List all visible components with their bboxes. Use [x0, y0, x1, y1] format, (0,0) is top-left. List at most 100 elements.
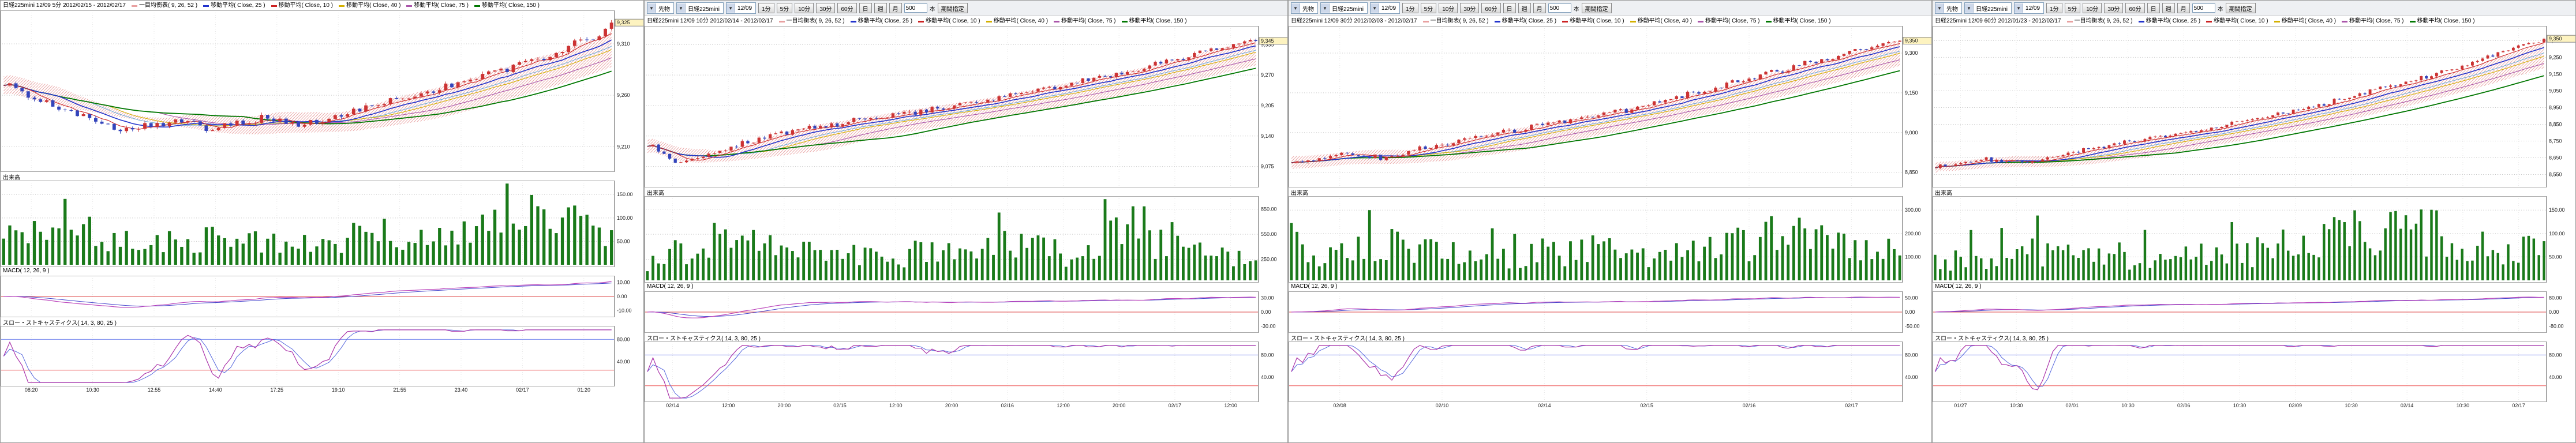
time-label: 02/14 — [2400, 403, 2414, 408]
legend-label: 移動平均( Close, 75 ) — [2349, 18, 2404, 24]
range-select-button[interactable]: 期間指定 — [937, 3, 968, 13]
dropdown-arrow-icon[interactable]: ▼ — [1321, 3, 1330, 13]
period-button[interactable]: 60分 — [2125, 3, 2145, 13]
legend-swatch-icon — [2206, 20, 2212, 22]
svg-text:8,950: 8,950 — [2549, 104, 2562, 110]
stoch-chart[interactable]: 80.00 40.00 — [1933, 341, 2576, 402]
stoch-chart[interactable]: 80.00 40.00 — [1289, 341, 1932, 402]
dropdown-arrow-icon[interactable]: ▼ — [2015, 3, 2024, 13]
dropdown-arrow-icon[interactable]: ▼ — [647, 3, 656, 13]
instrument-type-select[interactable]: ▼ 先物 — [1291, 2, 1318, 14]
bars-count-input[interactable] — [904, 3, 927, 13]
period-button[interactable]: 5分 — [1420, 3, 1437, 13]
period-button[interactable]: 週 — [874, 3, 887, 13]
stoch-chart[interactable]: 80.00 40.00 — [645, 341, 1288, 402]
stoch-chart[interactable]: 80.00 40.00 — [1, 326, 644, 386]
legend-label: 一目均衡表( 9, 26, 52 ) — [786, 18, 845, 24]
contract-month-select[interactable]: ▼ 12/09 — [726, 2, 757, 14]
legend-item: 移動平均( Close, 150 ) — [474, 2, 540, 10]
macd-chart[interactable]: 10.00 0.00 -10.00 — [1, 276, 644, 317]
svg-text:9,150: 9,150 — [2549, 71, 2562, 77]
instrument-select[interactable]: ▼ 日経225mini — [1964, 2, 2012, 14]
legend-label: 移動平均( Close, 150 ) — [1129, 18, 1187, 24]
svg-text:80.00: 80.00 — [1261, 352, 1274, 358]
instrument-select[interactable]: ▼ 日経225mini — [1320, 2, 1368, 14]
svg-text:9,000: 9,000 — [1905, 130, 1918, 136]
dropdown-arrow-icon[interactable]: ▼ — [1965, 3, 1974, 13]
macd-chart[interactable]: 30.00 0.00 -30.00 — [645, 291, 1288, 333]
legend-item: 移動平均( Close, 40 ) — [2274, 17, 2336, 25]
time-label: 02/14 — [666, 403, 679, 408]
period-button[interactable]: 月 — [1533, 3, 1546, 13]
time-label: 02/16 — [1742, 403, 1756, 408]
contract-month-select[interactable]: ▼ 12/09 — [1370, 2, 1401, 14]
dropdown-arrow-icon[interactable]: ▼ — [1935, 3, 1944, 13]
svg-text:150.00: 150.00 — [2549, 207, 2565, 213]
period-button[interactable]: 30分 — [1460, 3, 1480, 13]
time-label: 20:00 — [1112, 403, 1126, 408]
volume-chart[interactable]: 150.00 100.00 50.00 — [1, 181, 644, 267]
period-button[interactable]: 5分 — [2064, 3, 2081, 13]
period-button[interactable]: 1分 — [1402, 3, 1418, 13]
price-chart[interactable]: 9,350 9,250 9,150 9,050 8,950 8,850 8,750 8,650… — [1933, 26, 2576, 187]
legend-item: 移動平均( Close, 25 ) — [850, 17, 912, 25]
stoch-section-label: スロー・ストキャスティクス( 14, 3, 80, 25 ) — [647, 336, 761, 342]
instrument-type-select[interactable]: ▼ 先物 — [647, 2, 674, 14]
period-button[interactable]: 1分 — [2046, 3, 2062, 13]
period-button[interactable]: 60分 — [837, 3, 857, 13]
legend-label: 移動平均( Close, 25 ) — [1502, 18, 1557, 24]
chart-title: 日経225mini 12/09 5分 2012/02/15 - 2012/02/… — [3, 2, 126, 9]
volume-chart[interactable]: 850.00 550.00 250.00 — [645, 196, 1288, 283]
time-label: 02/06 — [2177, 403, 2191, 408]
period-button[interactable]: 10分 — [795, 3, 814, 13]
period-button[interactable]: 月 — [2177, 3, 2190, 13]
price-chart[interactable]: 9,300 9,150 9,000 8,850 9,350 — [1289, 26, 1932, 187]
volume-chart[interactable]: 300.00 200.00 100.00 — [1289, 196, 1932, 283]
contract-month-select[interactable]: ▼ 12/09 — [2014, 2, 2045, 14]
price-chart[interactable]: 9,310 9,260 9,210 9,325 — [1, 10, 644, 172]
time-label: 02/17 — [2512, 403, 2525, 408]
period-button[interactable]: 日 — [2147, 3, 2160, 13]
period-button[interactable]: 30分 — [816, 3, 836, 13]
range-select-button[interactable]: 期間指定 — [2225, 3, 2256, 13]
bars-count-input[interactable] — [1548, 3, 1571, 13]
period-button[interactable]: 60分 — [1481, 3, 1501, 13]
dropdown-arrow-icon[interactable]: ▼ — [727, 3, 736, 13]
chart-header: 日経225mini 12/09 30分 2012/02/03 - 2012/02… — [1289, 16, 1931, 26]
legend-item: 一目均衡表( 9, 26, 52 ) — [1422, 17, 1489, 25]
select-value: 先物 — [1946, 6, 1958, 13]
legend-swatch-icon — [1765, 20, 1772, 22]
dropdown-arrow-icon[interactable]: ▼ — [1291, 3, 1300, 13]
svg-text:150.00: 150.00 — [617, 192, 633, 197]
period-button[interactable]: 10分 — [1439, 3, 1458, 13]
svg-text:9,300: 9,300 — [1905, 50, 1918, 56]
period-button[interactable]: 月 — [889, 3, 902, 13]
macd-section-label: MACD( 12, 26, 9 ) — [3, 268, 50, 274]
bars-count-input[interactable] — [2192, 3, 2215, 13]
period-button[interactable]: 日 — [859, 3, 872, 13]
legend-swatch-icon — [203, 5, 209, 7]
dropdown-arrow-icon[interactable]: ▼ — [677, 3, 686, 13]
macd-chart[interactable]: 80.00 0.00 -80.00 — [1933, 291, 2576, 333]
range-select-button[interactable]: 期間指定 — [1581, 3, 1612, 13]
macd-chart[interactable]: 50.00 0.00 -50.00 — [1289, 291, 1932, 333]
period-button[interactable]: 5分 — [776, 3, 793, 13]
period-button[interactable]: 週 — [2162, 3, 2175, 13]
volume-chart[interactable]: 150.00 100.00 50.00 — [1933, 196, 2576, 283]
dropdown-arrow-icon[interactable]: ▼ — [1371, 3, 1380, 13]
instrument-select[interactable]: ▼ 日経225mini — [676, 2, 724, 14]
time-label: 10:30 — [2456, 403, 2470, 408]
period-button[interactable]: 週 — [1518, 3, 1531, 13]
svg-text:9,270: 9,270 — [1261, 72, 1274, 78]
period-button[interactable]: 日 — [1503, 3, 1516, 13]
period-button[interactable]: 1分 — [758, 3, 774, 13]
period-button[interactable]: 30分 — [2104, 3, 2124, 13]
legend-item: 移動平均( Close, 25 ) — [1494, 17, 1557, 25]
period-button[interactable]: 10分 — [2083, 3, 2102, 13]
legend-swatch-icon — [1698, 20, 1704, 22]
legend-swatch-icon — [1422, 20, 1429, 22]
time-label: 02/16 — [1001, 403, 1014, 408]
time-label: 02/17 — [1845, 403, 1858, 408]
instrument-type-select[interactable]: ▼ 先物 — [1935, 2, 1962, 14]
